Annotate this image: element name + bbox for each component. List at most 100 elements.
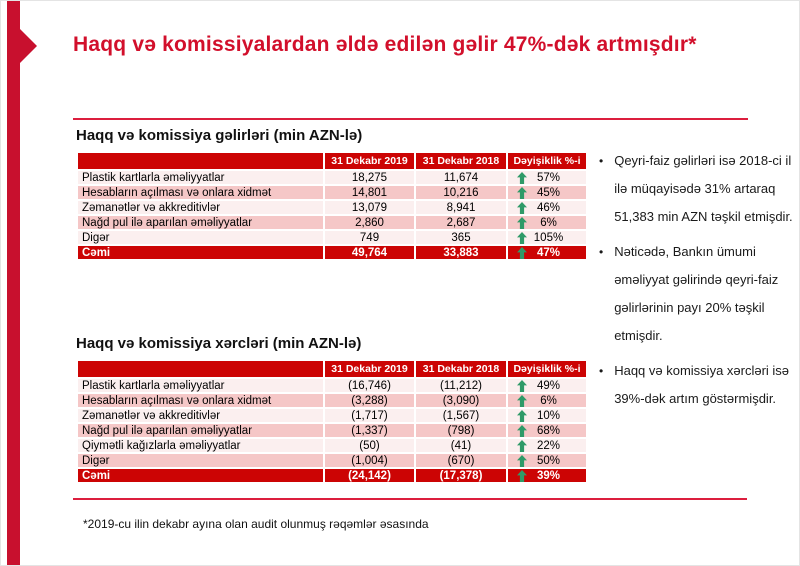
value-2018: (41) — [414, 437, 508, 454]
row-label: Zəmanətlər və akkreditivlər — [76, 199, 325, 216]
value-2019: 14,801 — [323, 184, 416, 201]
change-wrap: 68% — [512, 425, 582, 436]
up-arrow-icon — [517, 410, 527, 421]
up-arrow-icon — [517, 380, 527, 391]
change-cell: 50% — [506, 452, 588, 469]
value-2018: 2,687 — [414, 214, 508, 231]
table-row: Hesabların açılması və onlara xidmət (3,2… — [76, 392, 588, 409]
row-label: Hesabların açılması və onlara xidmət — [76, 184, 325, 201]
up-arrow-icon — [517, 232, 527, 243]
change-cell: 47% — [506, 244, 588, 261]
row-label: Cəmi — [76, 244, 325, 261]
change-percent: 105% — [533, 231, 564, 244]
value-2019: 18,275 — [323, 169, 416, 186]
expense-table: 31 Dekabr 2019 31 Dekabr 2018 Dəyişiklik %… — [76, 359, 588, 484]
change-percent: 50% — [536, 454, 561, 467]
value-2019: (1,337) — [323, 422, 416, 439]
change-percent: 49% — [536, 379, 561, 392]
change-cell: 57% — [506, 169, 588, 186]
row-label: Digər — [76, 229, 325, 246]
change-cell: 10% — [506, 407, 588, 424]
value-2019: (50) — [323, 437, 416, 454]
value-2018: 11,674 — [414, 169, 508, 186]
bullet-icon: • — [599, 245, 604, 259]
column-header: Dəyişiklik %-i — [506, 359, 588, 379]
value-2018: 33,883 — [414, 244, 508, 261]
value-2019: (3,288) — [323, 392, 416, 409]
change-cell: 46% — [506, 199, 588, 216]
up-arrow-icon — [517, 395, 527, 406]
notes-list: • Qeyri-faiz gəlirləri isə 2018-ci il ilə… — [599, 147, 799, 420]
value-2018: 365 — [414, 229, 508, 246]
column-header: 31 Dekabr 2019 — [323, 359, 416, 379]
up-arrow-icon — [517, 455, 527, 466]
row-label: Nağd pul ilə aparılan əməliyyatlar — [76, 422, 325, 439]
up-arrow-icon — [517, 202, 527, 213]
change-cell: 6% — [506, 214, 588, 231]
change-cell: 68% — [506, 422, 588, 439]
table-row: Qiymətli kağızlarla əməliyyatlar (50) (41)… — [76, 437, 588, 454]
up-arrow-icon — [517, 470, 527, 481]
bullet-icon: • — [599, 364, 604, 378]
change-percent: 6% — [540, 394, 557, 407]
change-wrap: 105% — [512, 231, 582, 244]
change-wrap: 39% — [512, 469, 582, 482]
table-row: Zəmanətlər və akkreditivlər 13,079 8,941 46… — [76, 199, 588, 216]
change-percent: 45% — [536, 186, 561, 199]
change-percent: 6% — [540, 216, 557, 229]
row-label: Zəmanətlər və akkreditivlər — [76, 407, 325, 424]
change-percent: 39% — [536, 469, 561, 482]
column-header: 31 Dekabr 2018 — [414, 151, 508, 171]
table-row: Plastik kartlarla əməliyyatlar 18,275 11,6… — [76, 169, 588, 186]
value-2018: (3,090) — [414, 392, 508, 409]
change-wrap: 47% — [512, 246, 582, 259]
row-label: Cəmi — [76, 467, 325, 484]
change-percent: 10% — [536, 409, 561, 422]
value-2018: 10,216 — [414, 184, 508, 201]
value-2019: (1,004) — [323, 452, 416, 469]
change-wrap: 6% — [512, 394, 582, 407]
value-2018: 8,941 — [414, 199, 508, 216]
table-header-row: 31 Dekabr 2019 31 Dekabr 2018 Dəyişiklik %… — [76, 151, 588, 171]
row-label: Hesabların açılması və onlara xidmət — [76, 392, 325, 409]
change-cell: 45% — [506, 184, 588, 201]
note-text: Nəticədə, Bankın ümumi əməliyyat gəlirin… — [614, 244, 779, 343]
row-label: Plastik kartlarla əməliyyatlar — [76, 169, 325, 186]
row-label: Nağd pul ilə aparılan əməliyyatlar — [76, 214, 325, 231]
change-wrap: 45% — [512, 186, 582, 199]
table-row: Digər (1,004) (670) 50% — [76, 452, 588, 469]
value-2018: (11,212) — [414, 377, 508, 394]
value-2019: (1,717) — [323, 407, 416, 424]
up-arrow-icon — [517, 425, 527, 436]
change-cell: 105% — [506, 229, 588, 246]
change-percent: 47% — [536, 246, 561, 259]
change-wrap: 46% — [512, 202, 582, 213]
change-wrap: 22% — [512, 439, 582, 452]
bullet-icon: • — [599, 154, 604, 168]
change-wrap: 50% — [512, 454, 582, 467]
up-arrow-icon — [517, 172, 527, 183]
row-label: Digər — [76, 452, 325, 469]
up-arrow-icon — [517, 440, 527, 451]
table-row: Hesabların açılması və onlara xidmət 14,8… — [76, 184, 588, 201]
up-arrow-icon — [517, 217, 527, 228]
note-text: Qeyri-faiz gəlirləri isə 2018-ci il ilə … — [614, 153, 793, 224]
table-row: Zəmanətlər və akkreditivlər (1,717) (1,567… — [76, 407, 588, 424]
row-label: Plastik kartlarla əməliyyatlar — [76, 377, 325, 394]
table-header-row: 31 Dekabr 2019 31 Dekabr 2018 Dəyişiklik %… — [76, 359, 588, 379]
table-total-row: Cəmi (24,142) (17,378) 39% — [76, 467, 588, 484]
expense-table-title: Haqq və komissiya xərcləri (min AZN-lə) — [76, 335, 362, 352]
change-percent: 22% — [536, 439, 561, 452]
change-wrap: 57% — [512, 171, 582, 184]
value-2019: 49,764 — [323, 244, 416, 261]
table-row: Digər 749 365 105% — [76, 229, 588, 246]
value-2019: 749 — [323, 229, 416, 246]
table-row: Nağd pul ilə aparılan əməliyyatlar 2,860 2… — [76, 214, 588, 231]
note-item: • Haqq və komissiya xərcləri isə 39%-dək … — [599, 357, 799, 413]
corner-cell — [76, 359, 325, 379]
value-2019: 13,079 — [323, 199, 416, 216]
column-header: 31 Dekabr 2018 — [414, 359, 508, 379]
row-label: Qiymətli kağızlarla əməliyyatlar — [76, 437, 325, 454]
change-percent: 57% — [536, 171, 561, 184]
value-2019: 2,860 — [323, 214, 416, 231]
